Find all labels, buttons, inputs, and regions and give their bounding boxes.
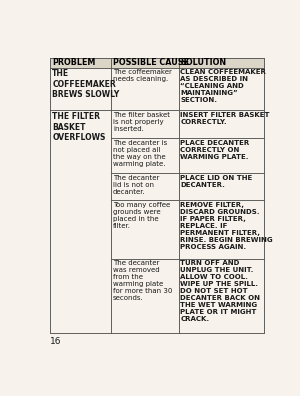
Bar	[50, 58, 264, 333]
Text: The decanter
lid is not on
decanter.: The decanter lid is not on decanter.	[113, 175, 160, 194]
Text: PLACE LID ON THE
DECANTER.: PLACE LID ON THE DECANTER.	[181, 175, 253, 188]
Text: TURN OFF AND
UNPLUG THE UNIT.
ALLOW TO COOL.
WIPE UP THE SPILL.
DO NOT SET HOT
D: TURN OFF AND UNPLUG THE UNIT. ALLOW TO C…	[181, 261, 260, 322]
Bar	[111, 58, 178, 68]
Text: THE FILTER
BASKET
OVERFLOWS: THE FILTER BASKET OVERFLOWS	[52, 112, 106, 142]
Bar	[50, 68, 111, 110]
Bar	[178, 200, 264, 259]
Bar	[178, 68, 264, 110]
Bar	[111, 173, 178, 200]
Text: The filter basket
is not properly
inserted.: The filter basket is not properly insert…	[113, 112, 170, 132]
Bar	[178, 138, 264, 173]
Bar	[111, 200, 178, 259]
Bar	[111, 68, 178, 110]
Text: PROBLEM: PROBLEM	[52, 58, 95, 67]
Bar	[178, 173, 264, 200]
Text: POSSIBLE CAUSE: POSSIBLE CAUSE	[113, 58, 189, 67]
Text: THE
COFFEEMAKER
BREWS SLOWLY: THE COFFEEMAKER BREWS SLOWLY	[52, 69, 119, 99]
Bar	[111, 110, 178, 138]
Text: REMOVE FILTER,
DISCARD GROUNDS.
IF PAPER FILTER,
REPLACE. IF
PERMANENT FILTER,
R: REMOVE FILTER, DISCARD GROUNDS. IF PAPER…	[181, 202, 273, 250]
Bar	[50, 110, 111, 333]
Bar	[50, 58, 111, 68]
Text: The coffeemaker
needs cleaning.: The coffeemaker needs cleaning.	[113, 69, 172, 82]
Text: PLACE DECANTER
CORRECTLY ON
WARMING PLATE.: PLACE DECANTER CORRECTLY ON WARMING PLAT…	[181, 139, 250, 160]
Text: CLEAN COFFEEMAKER
AS DESCRIBED IN
“CLEANING AND
MAINTAINING”
SECTION.: CLEAN COFFEEMAKER AS DESCRIBED IN “CLEAN…	[181, 69, 266, 103]
Bar	[178, 58, 264, 68]
Text: INSERT FILTER BASKET
CORRECTLY.: INSERT FILTER BASKET CORRECTLY.	[181, 112, 270, 125]
Text: 16: 16	[50, 337, 62, 346]
Bar	[111, 259, 178, 333]
Text: SOLUTION: SOLUTION	[181, 58, 226, 67]
Text: The decanter
was removed
from the
warming plate
for more than 30
seconds.: The decanter was removed from the warmin…	[113, 261, 172, 301]
Bar	[178, 110, 264, 138]
Bar	[111, 138, 178, 173]
Text: The decanter is
not placed all
the way on the
warming plate.: The decanter is not placed all the way o…	[113, 139, 167, 167]
Text: Too many coffee
grounds were
placed in the
filter.: Too many coffee grounds were placed in t…	[113, 202, 170, 229]
Bar	[178, 259, 264, 333]
